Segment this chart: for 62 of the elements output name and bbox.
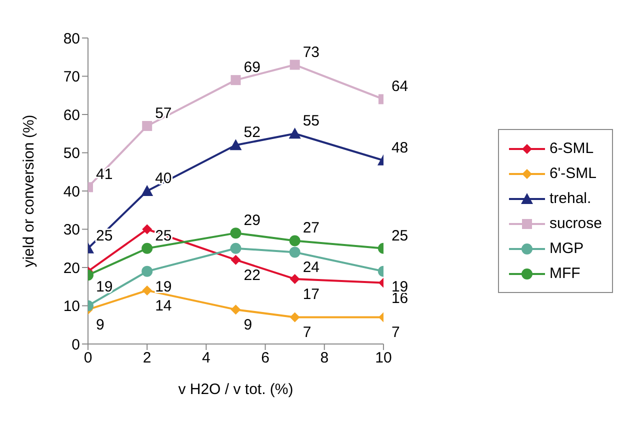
point <box>290 312 300 322</box>
data-label: 64 <box>391 78 408 96</box>
y-axis-title: yield or conversion (%) <box>20 114 38 268</box>
x-tick-label: 4 <box>202 350 210 367</box>
point <box>230 75 241 86</box>
y-tick-label: 30 <box>63 222 80 239</box>
point <box>230 139 242 150</box>
data-label: 19 <box>155 278 172 296</box>
y-tick-label: 80 <box>63 30 80 48</box>
point <box>141 185 154 196</box>
x-tick-label: 2 <box>142 350 152 367</box>
point <box>290 274 300 284</box>
x-tick-label: 0 <box>84 350 92 367</box>
data-label: 55 <box>302 112 320 130</box>
point <box>230 304 241 315</box>
data-label: 17 <box>302 286 320 303</box>
data-label: 57 <box>155 104 172 122</box>
data-label: 9 <box>96 316 104 334</box>
data-label: 41 <box>96 166 113 184</box>
y-tick-label: 70 <box>63 68 80 86</box>
data-label: 14 <box>155 297 172 314</box>
x-axis-title: v H2O / v tot. (%) <box>178 381 294 398</box>
point <box>230 254 241 265</box>
point <box>142 285 152 296</box>
legend-label: 6'-SML <box>549 165 597 182</box>
point <box>289 235 300 246</box>
y-tick-label: 60 <box>63 106 80 124</box>
y-tick-label: 0 <box>72 336 80 354</box>
data-label: 22 <box>244 266 260 284</box>
data-label: 25 <box>391 227 408 244</box>
y-tick-label: 10 <box>63 298 80 316</box>
data-label: 73 <box>302 44 320 61</box>
point <box>288 128 301 139</box>
point <box>230 228 242 239</box>
point <box>142 266 153 277</box>
data-label: 7 <box>302 324 312 342</box>
legend-label: trehal. <box>549 190 592 207</box>
legend-label: MFF <box>549 265 580 282</box>
data-label: 69 <box>244 59 260 76</box>
legend-label: sucrose <box>549 215 602 232</box>
point <box>290 60 300 70</box>
legend-label: MGP <box>549 240 584 257</box>
data-label: 9 <box>244 316 252 334</box>
x-tick-label: 6 <box>261 350 270 367</box>
point <box>142 242 153 254</box>
y-tick-label: 50 <box>63 145 80 162</box>
y-tick-label: 40 <box>63 183 80 200</box>
point <box>289 246 300 258</box>
data-label: 52 <box>244 124 260 142</box>
legend-label: 6-SML <box>549 140 594 157</box>
point <box>230 242 242 254</box>
point <box>142 224 152 234</box>
data-label: 7 <box>391 324 400 342</box>
y-tick-label: 20 <box>63 260 80 277</box>
data-label: 48 <box>391 139 408 156</box>
x-tick-label: 10 <box>375 350 392 367</box>
data-label: 19 <box>96 278 113 296</box>
data-label: 29 <box>244 212 260 230</box>
point <box>142 120 152 131</box>
data-label: 27 <box>302 220 320 237</box>
data-label: 24 <box>302 259 320 276</box>
x-tick-label: 8 <box>320 350 329 367</box>
